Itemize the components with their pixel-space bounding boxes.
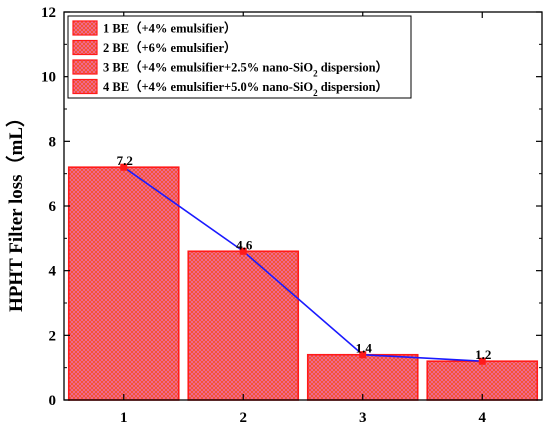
legend-swatch-1 [72, 20, 98, 36]
legend: 1 BE（+4% emulsifier） 2 BE（+6% emulsifier）… [67, 15, 412, 99]
y-tick-label: 8 [49, 134, 57, 150]
data-label-2: 4.6 [236, 237, 253, 252]
y-tick-label: 6 [49, 199, 57, 215]
legend-entry-4: 4 BE（+4% emulsifier+5.0% nano-SiO2 dispe… [103, 79, 388, 98]
trend-line [123, 166, 483, 362]
data-label-1: 7.2 [117, 153, 133, 168]
y-tick-label: 0 [49, 393, 57, 409]
y-tick-label: 10 [41, 70, 56, 86]
marker-1 [120, 163, 128, 171]
bar-1 [67, 166, 180, 401]
legend-swatch-4 [72, 78, 98, 95]
bar-4 [426, 360, 539, 401]
legend-swatch-3 [72, 59, 98, 75]
y-tick-label: 2 [49, 328, 57, 344]
x-tick-label-1: 1 [120, 410, 128, 426]
bar-3 [306, 353, 419, 401]
marker-3 [359, 351, 367, 359]
y-tick-label: 4 [49, 264, 57, 280]
x-tick-label-2: 2 [240, 410, 248, 426]
legend-entry-1: 1 BE（+4% emulsifier） [103, 21, 237, 36]
x-tick-label-4: 4 [479, 410, 487, 426]
legend-swatch-2 [72, 39, 98, 56]
legend-box [67, 15, 412, 99]
y-axis-label: HPHT Filter loss（mL） [4, 108, 27, 312]
x-tick-label-3: 3 [359, 410, 367, 426]
legend-entry-3: 3 BE（+4% emulsifier+2.5% nano-SiO2 dispe… [103, 60, 388, 79]
marker-2 [239, 247, 247, 255]
data-label-3: 1.4 [356, 341, 373, 356]
data-label-4: 1.2 [475, 347, 491, 362]
marker-4 [478, 357, 486, 365]
legend-entry-2: 2 BE（+6% emulsifier） [103, 40, 237, 55]
bar-2 [187, 250, 300, 401]
y-tick-label: 12 [41, 5, 56, 21]
